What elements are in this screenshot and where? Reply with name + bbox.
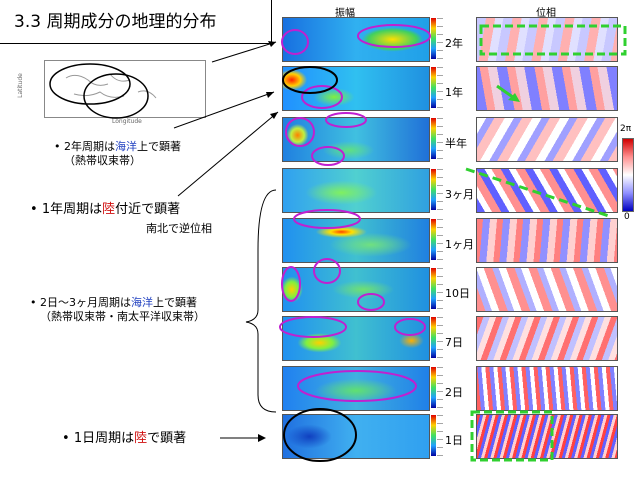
amplitude-colorbar-2 <box>431 67 436 108</box>
phase-map-7 <box>476 316 618 361</box>
amplitude-colorbar-ticks-4 <box>437 169 443 210</box>
amplitude-header: 振幅 <box>335 8 355 19</box>
period-label-3: 半年 <box>445 137 467 150</box>
amplitude-colorbar-ticks-7 <box>437 317 443 358</box>
amplitude-colorbar-ticks-3 <box>437 118 443 159</box>
phase-header: 位相 <box>536 8 556 19</box>
phase-colorbar <box>622 138 634 212</box>
inset-map-coastline <box>49 63 157 119</box>
period-label-5: 1ヶ月 <box>445 238 474 251</box>
amplitude-map-8 <box>282 366 430 411</box>
amplitude-colorbar-ticks-9 <box>437 415 443 456</box>
inset-map: Latitude Longitude <box>17 54 212 130</box>
note-2day-3month: • 2日〜3ヶ月周期は海洋上で顕著 （熱帯収束帯・南太平洋収束帯） <box>30 296 205 323</box>
inset-map-xlabel: Longitude <box>112 118 142 125</box>
note-1day: • 1日周期は陸で顕著 <box>62 431 187 446</box>
phase-colorbar-top: 2π <box>620 124 632 134</box>
amplitude-map-4 <box>282 168 430 213</box>
phase-map-6 <box>476 267 618 312</box>
period-label-2: 1年 <box>445 86 463 99</box>
amplitude-colorbar-6 <box>431 268 436 309</box>
amplitude-colorbar-1 <box>431 18 436 59</box>
amplitude-colorbar-7 <box>431 317 436 358</box>
amplitude-map-6 <box>282 267 430 312</box>
note-1year: • 1年周期は陸付近で顕著 <box>30 202 181 217</box>
period-label-8: 2日 <box>445 386 463 399</box>
amplitude-colorbar-ticks-8 <box>437 367 443 408</box>
phase-map-9 <box>476 414 618 459</box>
phase-map-2 <box>476 66 618 111</box>
phase-map-4 <box>476 168 618 213</box>
slide-title: 3.3 周期成分の地理的分布 <box>0 0 272 44</box>
phase-map-3 <box>476 117 618 162</box>
amplitude-map-7 <box>282 316 430 361</box>
amplitude-colorbar-ticks-6 <box>437 268 443 309</box>
period-label-7: 7日 <box>445 336 463 349</box>
phase-map-5 <box>476 218 618 263</box>
amplitude-colorbar-4 <box>431 169 436 210</box>
period-label-9: 1日 <box>445 434 463 447</box>
note-2year: • 2年周期は海洋上で顕著 （熱帯収束帯） <box>54 140 181 167</box>
amplitude-colorbar-ticks-2 <box>437 67 443 108</box>
amplitude-colorbar-ticks-1 <box>437 18 443 59</box>
amplitude-colorbar-5 <box>431 219 436 260</box>
phase-colorbar-bottom: 0 <box>624 212 630 222</box>
amplitude-colorbar-8 <box>431 367 436 408</box>
amplitude-colorbar-3 <box>431 118 436 159</box>
amplitude-colorbar-ticks-5 <box>437 219 443 260</box>
period-label-1: 2年 <box>445 37 463 50</box>
note-1year-sub: 南北で逆位相 <box>146 222 212 235</box>
period-label-6: 10日 <box>445 287 470 300</box>
period-label-4: 3ヶ月 <box>445 188 474 201</box>
amplitude-colorbar-9 <box>431 415 436 456</box>
